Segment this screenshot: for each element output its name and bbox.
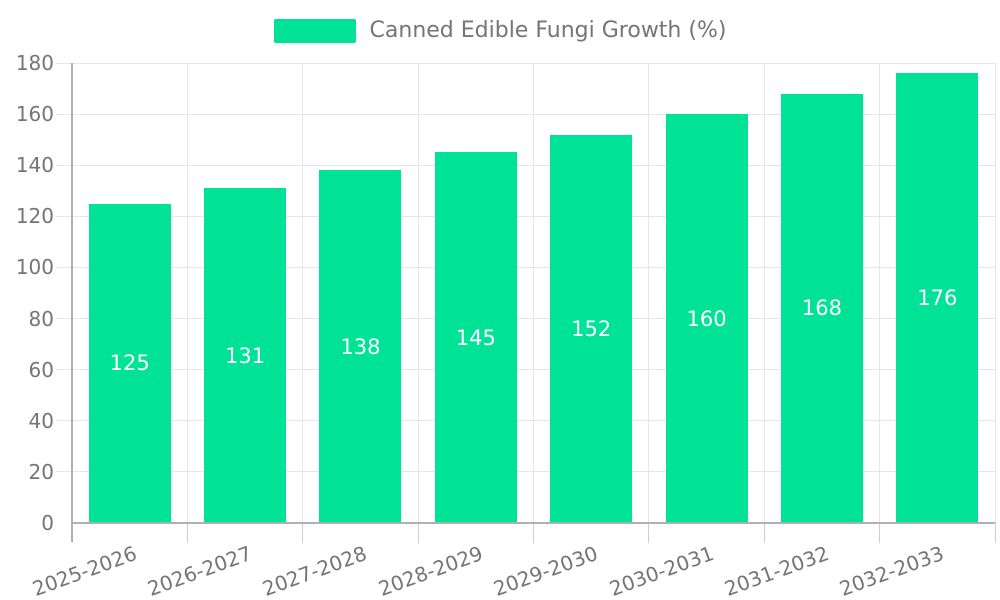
x-axis-category-label: 2025-2026 xyxy=(28,541,140,600)
gridline-vertical xyxy=(533,63,534,523)
bar-value-label: 138 xyxy=(340,334,381,359)
x-axis-category-label: 2028-2029 xyxy=(375,541,486,600)
bar[interactable] xyxy=(780,93,863,523)
x-axis-category-label: 2027-2028 xyxy=(259,541,371,600)
x-axis-line xyxy=(71,522,995,524)
gridline-vertical xyxy=(648,63,650,523)
y-axis-tick-label: 40 xyxy=(28,408,54,433)
gridline-horizontal xyxy=(56,266,995,268)
y-axis-tick-label: 0 xyxy=(41,511,54,535)
x-axis-tick xyxy=(994,523,996,543)
gridline-vertical xyxy=(879,63,881,523)
x-axis-tick xyxy=(417,523,419,543)
bar-value-label: 152 xyxy=(571,316,612,341)
gridline-horizontal xyxy=(56,420,995,422)
x-axis-category-label: 2030-2031 xyxy=(605,541,717,600)
gridline-horizontal xyxy=(56,62,995,64)
y-axis-tick-label: 180 xyxy=(15,51,54,75)
x-axis-category-label: 2026-2027 xyxy=(144,541,255,600)
y-axis-tick-label: 80 xyxy=(28,306,54,331)
x-axis-tick xyxy=(533,523,534,543)
bar-value-label: 131 xyxy=(225,343,266,368)
x-axis-category-label: 2032-2033 xyxy=(836,541,948,600)
legend-label: Canned Edible Fungi Growth (%) xyxy=(369,18,727,43)
bar[interactable] xyxy=(88,203,171,523)
gridline-horizontal xyxy=(56,471,995,473)
x-axis-tick xyxy=(763,523,765,543)
x-axis-tick xyxy=(648,523,650,543)
bar-value-label: 176 xyxy=(917,286,958,311)
bar-value-label: 145 xyxy=(455,325,496,350)
x-axis-tick xyxy=(186,523,188,543)
bar[interactable] xyxy=(204,188,287,523)
x-axis-category-label: 2029-2030 xyxy=(490,541,602,600)
gridline-vertical xyxy=(417,63,419,523)
gridline-vertical xyxy=(302,63,304,523)
gridline-vertical xyxy=(763,63,765,523)
gridline-horizontal xyxy=(56,164,995,166)
bar-value-label: 125 xyxy=(109,351,150,376)
y-axis-tick-label: 20 xyxy=(28,459,54,484)
x-axis-tick xyxy=(302,523,304,543)
legend-swatch xyxy=(273,19,356,43)
gridline-vertical xyxy=(186,63,188,523)
legend[interactable]: Canned Edible Fungi Growth (%) xyxy=(0,18,1000,44)
x-axis-tick xyxy=(879,523,881,543)
bar[interactable] xyxy=(550,134,633,523)
y-axis-tick-label: 60 xyxy=(28,357,54,382)
bar-value-label: 168 xyxy=(801,296,842,321)
gridline-vertical xyxy=(994,63,996,523)
y-axis-line xyxy=(71,63,73,542)
gridline-horizontal xyxy=(56,369,995,371)
bar[interactable] xyxy=(319,170,402,523)
y-axis-tick-label: 100 xyxy=(15,255,54,280)
gridline-horizontal xyxy=(56,113,995,115)
bar-value-label: 160 xyxy=(686,306,727,331)
y-axis-tick-label: 120 xyxy=(15,204,54,229)
bar[interactable] xyxy=(434,152,517,523)
gridline-horizontal xyxy=(56,215,995,217)
gridline-horizontal xyxy=(56,318,995,320)
y-axis-tick-label: 140 xyxy=(15,153,54,178)
x-axis-category-label: 2031-2032 xyxy=(721,541,832,600)
bar[interactable] xyxy=(896,73,979,523)
y-axis-tick-label: 160 xyxy=(15,102,54,127)
bar[interactable] xyxy=(665,114,748,523)
